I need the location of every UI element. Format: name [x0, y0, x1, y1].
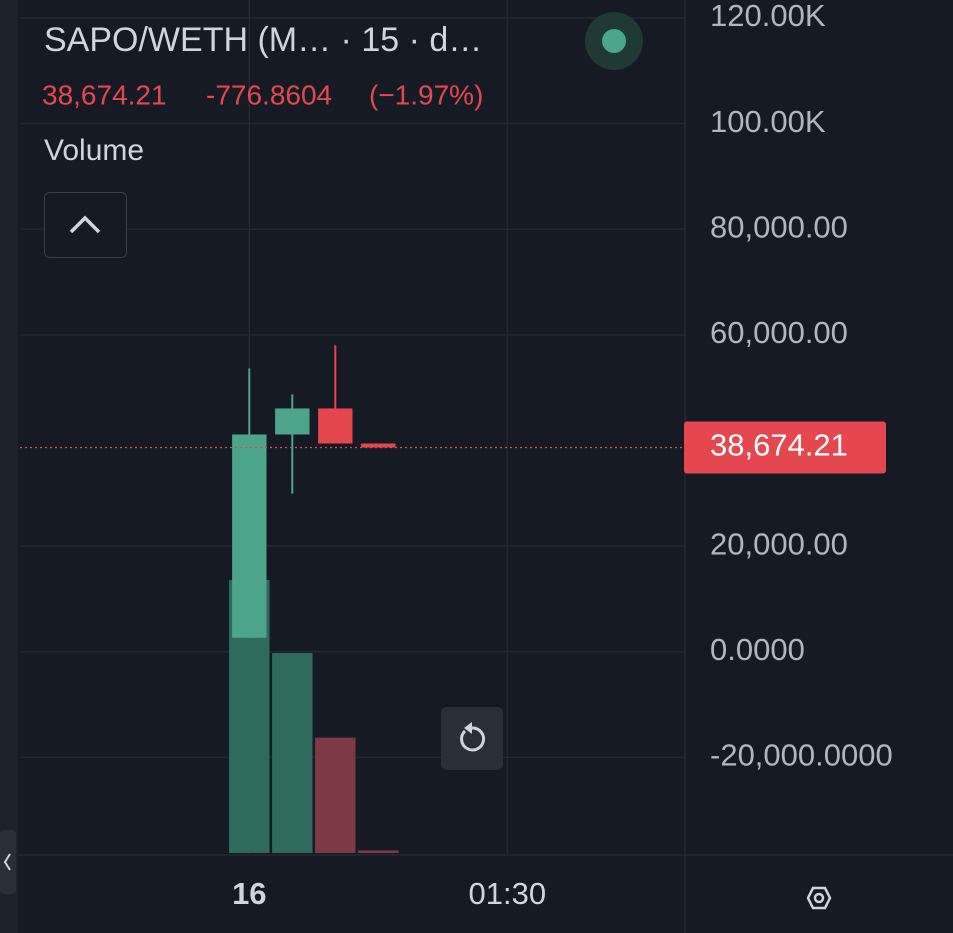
settings-icon[interactable] [806, 886, 832, 910]
volume-bar [272, 653, 313, 853]
y-tick-label: 80,000.00 [710, 209, 848, 244]
x-tick-label: 16 [232, 876, 266, 911]
price-change-percent: (−1.97%) [369, 79, 483, 110]
chevron-up-icon [69, 215, 101, 234]
candle-body [318, 408, 353, 444]
side-strip [0, 0, 18, 933]
y-tick-label: 0.0000 [710, 632, 805, 667]
volume-label: Volume [44, 134, 144, 167]
last-price: 38,674.21 [42, 79, 167, 110]
price-change: -776.8604 [206, 79, 332, 110]
reset-button[interactable] [441, 707, 503, 770]
status-dot [602, 29, 626, 53]
collapse-icon [3, 853, 11, 871]
y-tick-label: 100.00K [710, 104, 826, 139]
collapse-handle[interactable] [0, 830, 16, 894]
collapse-button[interactable] [44, 192, 127, 258]
y-tick-label: 60,000.00 [710, 315, 848, 350]
candle-body [232, 434, 267, 638]
reset-icon-arrow [464, 722, 472, 734]
last-price-badge [684, 421, 886, 474]
x-tick-label: 01:30 [468, 876, 546, 911]
last-price-badge-label: 38,674.21 [710, 428, 848, 463]
y-tick-label: 120.00K [710, 0, 826, 33]
candle-body [275, 408, 310, 435]
volume-bar [315, 737, 356, 853]
volume-bar [358, 850, 399, 853]
y-tick-label: 20,000.00 [710, 526, 848, 561]
reset-icon [460, 726, 486, 752]
candle-body [361, 443, 396, 448]
chart-title: SAPO/WETH (M… · 15 · d… [44, 21, 482, 59]
settings-icon-center [813, 892, 825, 904]
y-tick-label: -20,000.0000 [710, 738, 893, 773]
